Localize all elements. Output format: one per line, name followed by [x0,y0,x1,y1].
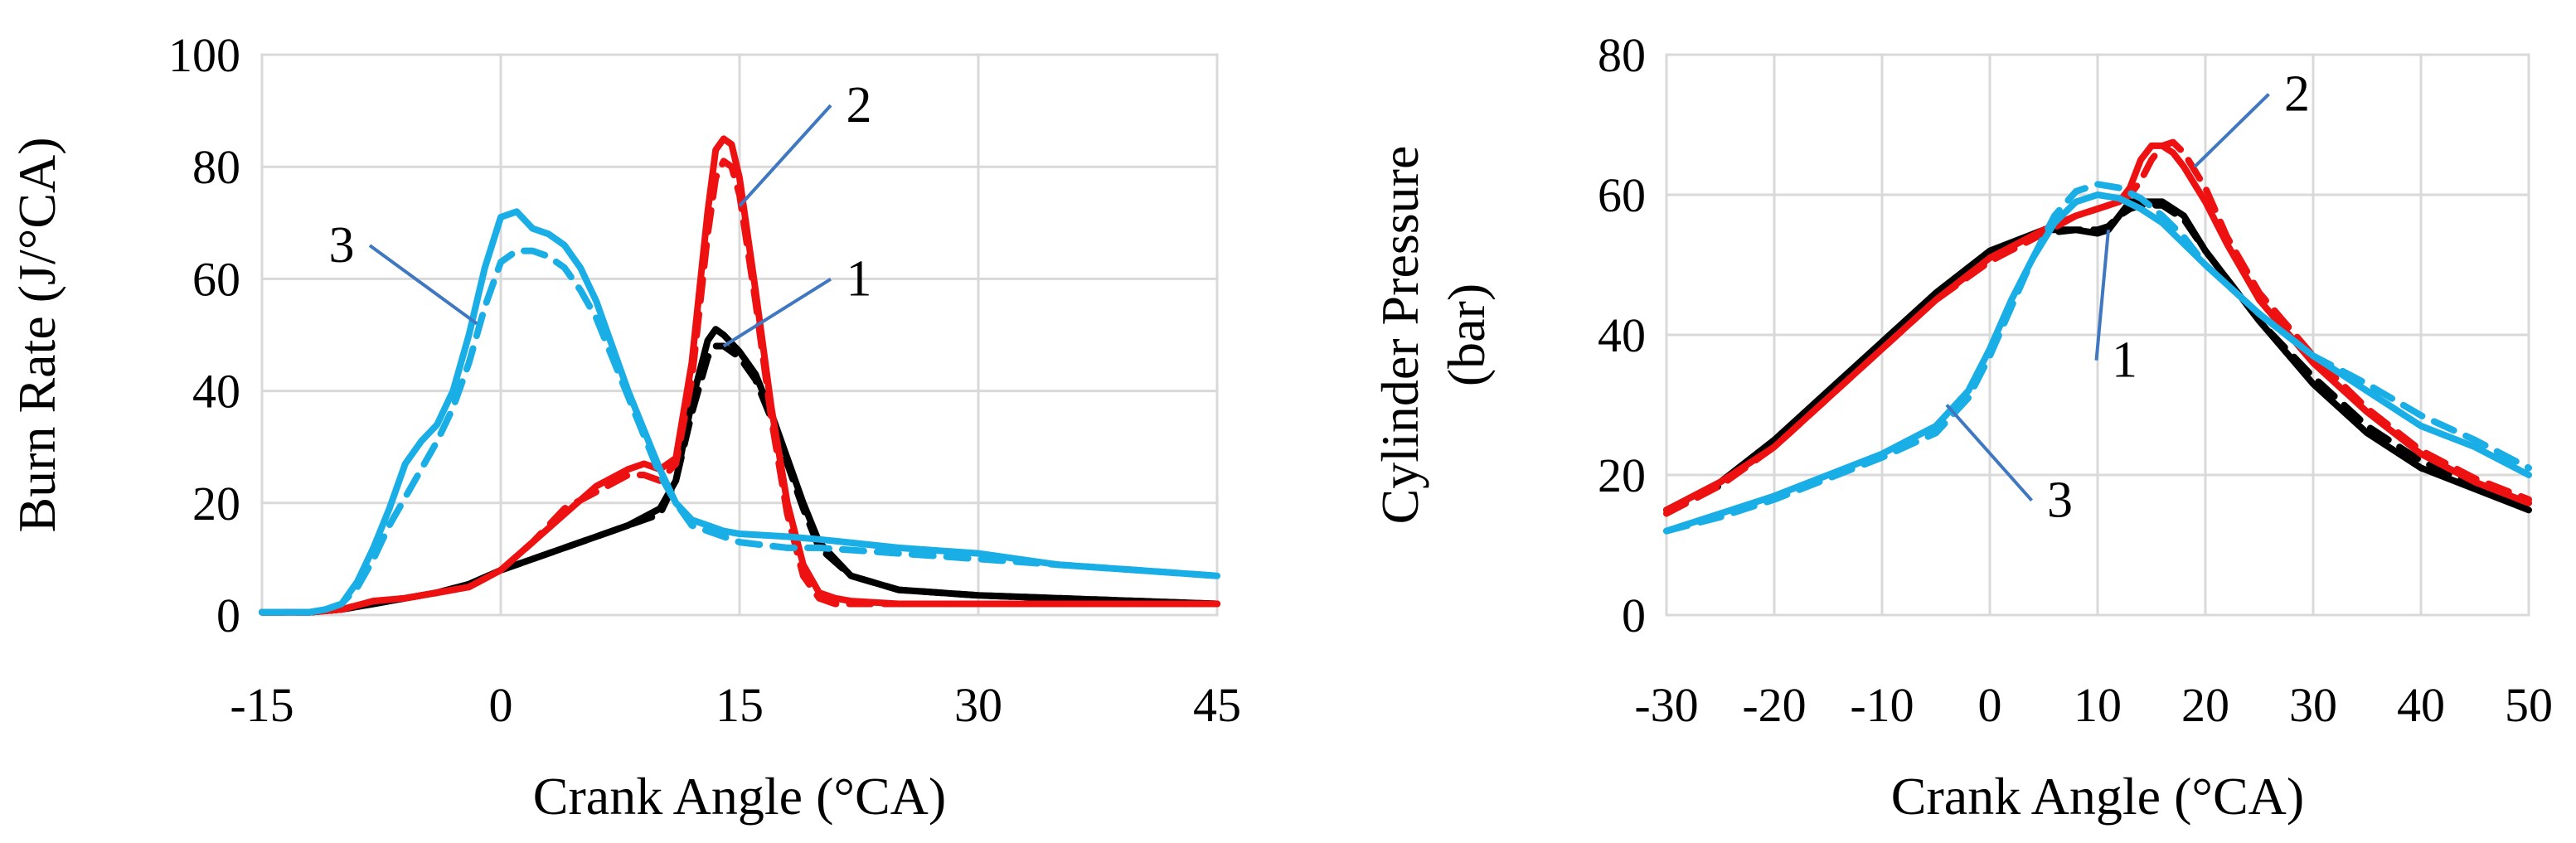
cylinder-pressure-y-tick-label: 20 [1598,448,1646,502]
cylinder-pressure-callout-2-leader-line [2193,93,2270,168]
burn-rate-x-tick-label: 15 [716,678,764,732]
burn-rate-y-tick-label: 0 [216,589,240,642]
burn-rate-callouts: 1 2 3 [329,77,872,348]
cylinder-pressure-x-tick-label: 0 [1978,678,2002,732]
burn-rate-x-tick-label: 45 [1193,678,1241,732]
burn-rate-x-tick-label: 30 [954,678,1002,732]
cylinder-pressure-x-tick-label: 30 [2289,678,2337,732]
burn-rate-y-tick-label: 80 [192,140,240,194]
burn-rate-x-tick-label: -15 [230,678,293,732]
burn-rate-chart: 1 2 3 -15 0 15 30 45 0 20 40 60 80 100 Crank Angle (… [7,28,1241,826]
cylinder-pressure-chart: 1 2 3 -30 -20 -10 0 10 20 30 40 50 0 20 40 60 80 Crank … [1370,28,2553,826]
burn-rate-series-3-dashed-line [259,247,1220,616]
burn-rate-y-tick-label: 100 [168,28,240,82]
cylinder-pressure-x-tick-label: -10 [1850,678,1914,732]
cylinder-pressure-x-tick-label: 20 [2181,678,2229,732]
cylinder-pressure-x-tick-label: -30 [1634,678,1698,732]
cylinder-pressure-y-axis-title-line1: Cylinder Pressure [1370,146,1429,525]
cylinder-pressure-y-tick-label: 0 [1622,589,1646,642]
cylinder-pressure-y-axis-title-line2: (bar) [1437,283,1496,386]
burn-rate-callout-3-label: 3 [329,217,355,274]
burn-rate-callout-1-leader-line [722,277,832,348]
cylinder-pressure-y-tick-label: 60 [1598,168,1646,222]
cylinder-pressure-x-tick-label: 40 [2397,678,2445,732]
cylinder-pressure-y-tick-label: 80 [1598,28,1646,82]
cylinder-pressure-callouts: 1 2 3 [1945,66,2310,529]
burn-rate-callout-3-leader-line [368,244,478,326]
burn-rate-grid [260,53,1219,617]
burn-rate-callout-2-leader-line [738,104,832,207]
burn-rate-y-tick-label: 20 [192,477,240,531]
cylinder-pressure-ticks: -30 -20 -10 0 10 20 30 40 50 0 20 40 60 80 [1598,28,2553,732]
cylinder-pressure-series-3-dashed-line [1663,181,2532,535]
cylinder-pressure-callout-2-label: 2 [2284,66,2310,123]
cylinder-pressure-series [1663,138,2532,535]
burn-rate-series [259,135,1220,616]
burn-rate-series-3-solid-line [259,208,1220,616]
cylinder-pressure-callout-1-leader-line [2094,230,2110,361]
cylinder-pressure-series-2-solid-line [1663,142,2532,514]
burn-rate-callout-2-label: 2 [847,77,872,133]
burn-rate-y-axis-title: Burn Rate (J/°CA) [7,137,66,532]
burn-rate-x-tick-label: 0 [489,678,513,732]
burn-rate-y-tick-label: 40 [192,365,240,419]
cylinder-pressure-callout-1-label: 1 [2112,332,2137,389]
burn-rate-series-2-dashed-line [259,157,1220,616]
cylinder-pressure-x-tick-label: 10 [2074,678,2122,732]
burn-rate-x-axis-title: Crank Angle (°CA) [533,767,946,826]
cylinder-pressure-callout-3-label: 3 [2047,472,2073,529]
cylinder-pressure-x-tick-label: -20 [1742,678,1806,732]
burn-rate-ticks: -15 0 15 30 45 0 20 40 60 80 100 [168,28,1241,732]
burn-rate-y-tick-label: 60 [192,252,240,306]
cylinder-pressure-grid [1665,53,2530,617]
burn-rate-callout-1-label: 1 [847,251,872,308]
cylinder-pressure-x-axis-title: Crank Angle (°CA) [1891,767,2304,826]
cylinder-pressure-x-tick-label: 50 [2505,678,2553,732]
cylinder-pressure-y-tick-label: 40 [1598,308,1646,362]
cylinder-pressure-callout-3-leader-line [1945,404,2033,502]
